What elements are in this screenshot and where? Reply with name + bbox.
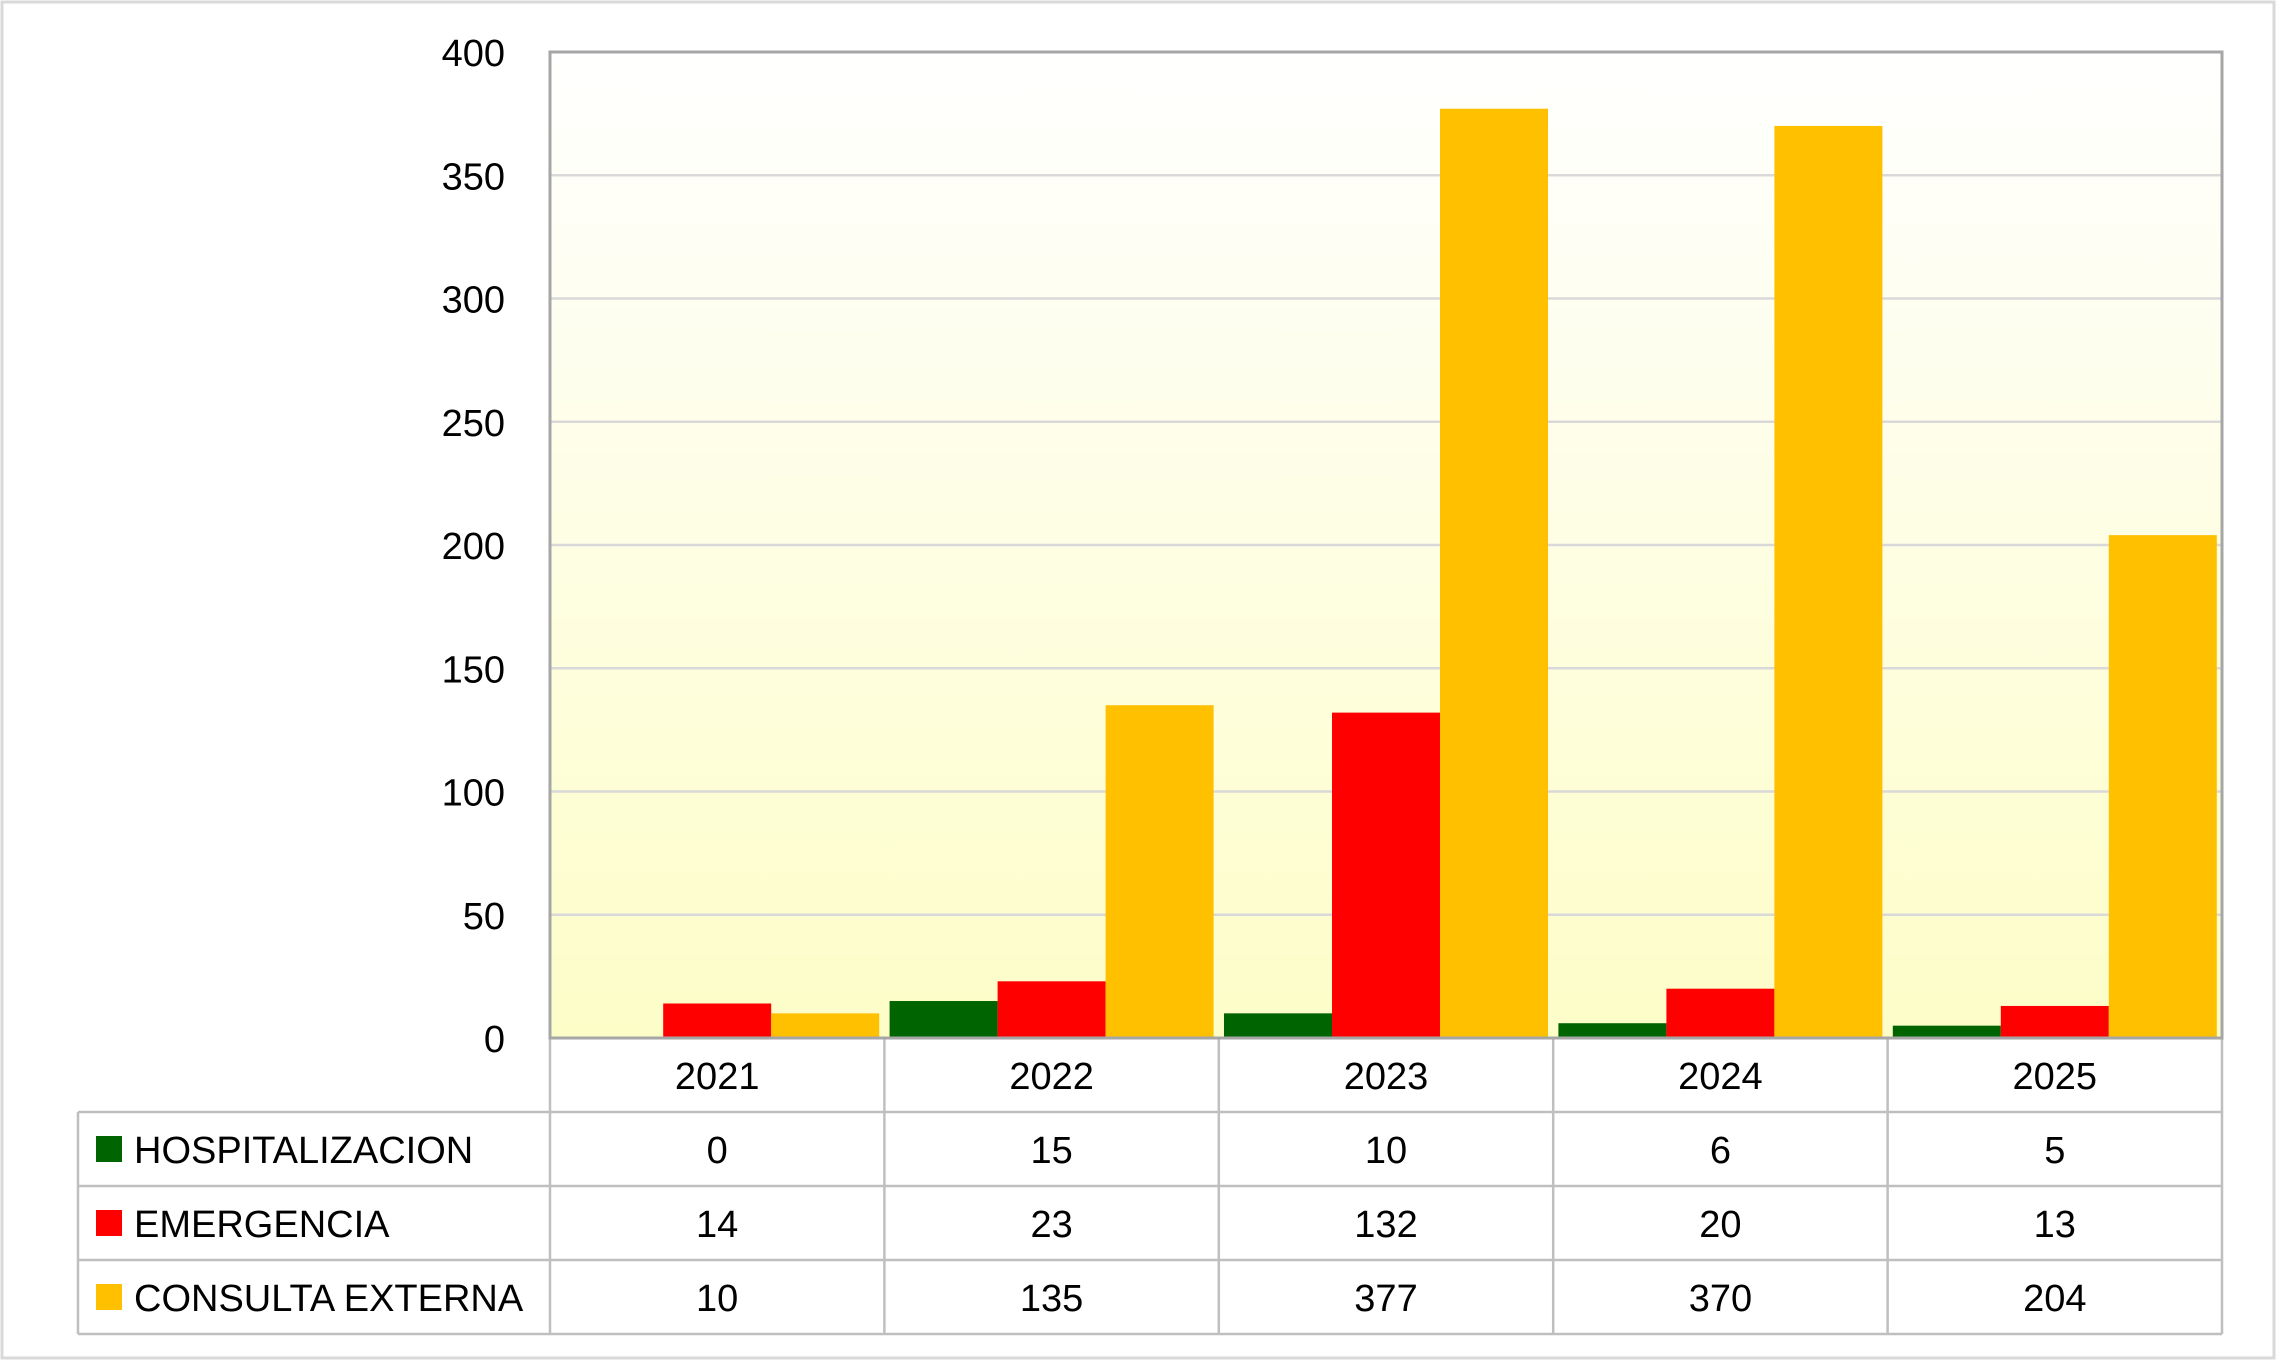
table-value: 23 bbox=[1030, 1204, 1072, 1246]
legend-swatch bbox=[96, 1210, 122, 1236]
bar-emergencia bbox=[997, 981, 1106, 1038]
table-value: 10 bbox=[1365, 1130, 1407, 1172]
table-value: 132 bbox=[1354, 1204, 1417, 1246]
bar-emergencia bbox=[1332, 712, 1440, 1038]
gridlines bbox=[550, 174, 2222, 916]
y-tick-label: 50 bbox=[463, 896, 505, 938]
category-label: 2024 bbox=[1678, 1056, 1763, 1098]
legend-swatch bbox=[96, 1284, 122, 1310]
table-value: 20 bbox=[1699, 1204, 1741, 1246]
legend-label: CONSULTA EXTERNA bbox=[134, 1278, 524, 1320]
table-value: 370 bbox=[1689, 1278, 1752, 1320]
category-label: 2022 bbox=[1009, 1056, 1094, 1098]
y-tick-label: 200 bbox=[442, 526, 505, 568]
table-value: 15 bbox=[1030, 1130, 1072, 1172]
table-value: 10 bbox=[696, 1278, 738, 1320]
y-tick-label: 400 bbox=[442, 33, 505, 75]
y-tick-label: 300 bbox=[442, 280, 505, 322]
legend-label: EMERGENCIA bbox=[134, 1204, 390, 1246]
bar-hospitalizacion bbox=[889, 1001, 998, 1038]
bar-emergencia bbox=[1666, 988, 1775, 1038]
y-tick-label: 350 bbox=[442, 156, 505, 198]
table-value: 13 bbox=[2034, 1204, 2076, 1246]
table-value: 0 bbox=[707, 1130, 728, 1172]
bar-consulta-externa bbox=[2108, 535, 2217, 1038]
bar-hospitalizacion bbox=[1558, 1023, 1667, 1038]
legend-swatch bbox=[96, 1136, 122, 1162]
bar-consulta-externa bbox=[1105, 705, 1214, 1038]
table-value: 204 bbox=[2023, 1278, 2086, 1320]
bar-consulta-externa bbox=[1440, 108, 1548, 1038]
bar-hospitalizacion bbox=[1892, 1025, 2001, 1038]
table-value: 135 bbox=[1020, 1278, 1083, 1320]
legend-label: HOSPITALIZACION bbox=[134, 1130, 473, 1172]
category-label: 2021 bbox=[675, 1056, 760, 1098]
bar-consulta-externa bbox=[771, 1013, 880, 1038]
y-tick-label: 100 bbox=[442, 773, 505, 815]
table-value: 5 bbox=[2044, 1130, 2065, 1172]
y-tick-label: 150 bbox=[442, 649, 505, 691]
category-label: 2025 bbox=[2013, 1056, 2098, 1098]
y-axis-tick-labels: 0 50 100 150 200 250 300 350 400 bbox=[442, 33, 505, 1061]
y-tick-label: 0 bbox=[484, 1019, 505, 1061]
plot-border bbox=[548, 50, 2224, 1040]
table-value: 6 bbox=[1710, 1130, 1731, 1172]
y-tick-label: 250 bbox=[442, 403, 505, 445]
table-value: 14 bbox=[696, 1204, 738, 1246]
bar-consulta-externa bbox=[1774, 125, 1883, 1038]
bar-emergencia bbox=[663, 1003, 772, 1038]
bars bbox=[663, 108, 2217, 1038]
bar-hospitalizacion bbox=[1224, 1013, 1332, 1038]
table-value: 377 bbox=[1354, 1278, 1417, 1320]
bar-emergencia bbox=[2000, 1005, 2109, 1038]
category-label: 2023 bbox=[1344, 1056, 1429, 1098]
